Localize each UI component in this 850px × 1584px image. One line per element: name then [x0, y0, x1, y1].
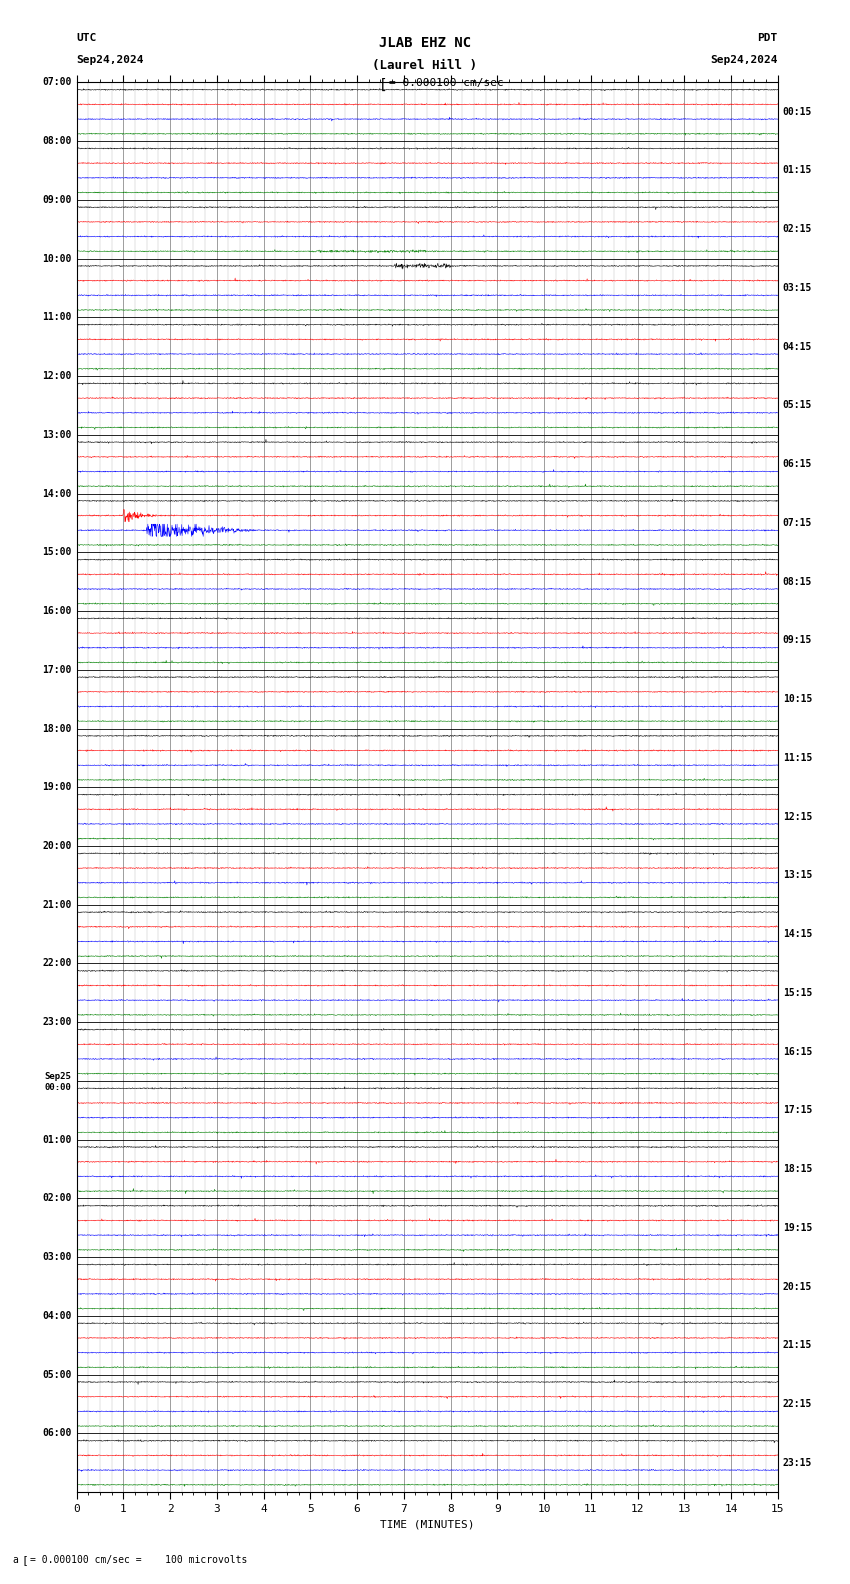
Text: 14:15: 14:15: [783, 930, 813, 939]
Text: Sep25: Sep25: [44, 1072, 71, 1080]
Text: 00:15: 00:15: [783, 106, 813, 117]
Text: 03:15: 03:15: [783, 284, 813, 293]
Text: = 0.000100 cm/sec: = 0.000100 cm/sec: [389, 78, 504, 87]
Text: 05:00: 05:00: [42, 1370, 71, 1380]
Text: 02:15: 02:15: [783, 225, 813, 234]
Text: 10:15: 10:15: [783, 694, 813, 705]
Text: 15:15: 15:15: [783, 988, 813, 998]
Text: 16:00: 16:00: [42, 607, 71, 616]
Text: 20:00: 20:00: [42, 841, 71, 851]
Text: 05:15: 05:15: [783, 401, 813, 410]
Text: 02:00: 02:00: [42, 1193, 71, 1204]
Text: 08:15: 08:15: [783, 577, 813, 586]
Text: 04:15: 04:15: [783, 342, 813, 352]
Text: 21:00: 21:00: [42, 900, 71, 909]
Text: 04:00: 04:00: [42, 1312, 71, 1321]
Text: JLAB EHZ NC: JLAB EHZ NC: [379, 36, 471, 51]
Text: [: [: [378, 78, 387, 92]
Text: 17:15: 17:15: [783, 1106, 813, 1115]
Text: 19:15: 19:15: [783, 1223, 813, 1232]
Text: 07:15: 07:15: [783, 518, 813, 527]
Text: 22:15: 22:15: [783, 1399, 813, 1410]
Text: 07:00: 07:00: [42, 78, 71, 87]
Text: 15:00: 15:00: [42, 548, 71, 558]
Text: (Laurel Hill ): (Laurel Hill ): [372, 59, 478, 71]
Text: 01:00: 01:00: [42, 1134, 71, 1145]
Text: 12:15: 12:15: [783, 811, 813, 822]
Text: 08:00: 08:00: [42, 136, 71, 146]
Text: 01:15: 01:15: [783, 165, 813, 176]
Text: = 0.000100 cm/sec =    100 microvolts: = 0.000100 cm/sec = 100 microvolts: [30, 1555, 247, 1565]
Text: a: a: [13, 1555, 19, 1565]
Text: 13:00: 13:00: [42, 429, 71, 440]
Text: 10:00: 10:00: [42, 253, 71, 263]
Text: 21:15: 21:15: [783, 1340, 813, 1350]
Text: [: [: [21, 1555, 28, 1565]
Text: 23:00: 23:00: [42, 1017, 71, 1026]
Text: Sep24,2024: Sep24,2024: [76, 55, 144, 65]
Text: 17:00: 17:00: [42, 665, 71, 675]
Text: 13:15: 13:15: [783, 870, 813, 881]
Text: 20:15: 20:15: [783, 1281, 813, 1291]
Text: 09:00: 09:00: [42, 195, 71, 204]
Text: 19:00: 19:00: [42, 782, 71, 792]
Text: Sep24,2024: Sep24,2024: [711, 55, 778, 65]
Text: PDT: PDT: [757, 33, 778, 43]
Text: 11:00: 11:00: [42, 312, 71, 322]
Text: 16:15: 16:15: [783, 1047, 813, 1057]
Text: 18:15: 18:15: [783, 1164, 813, 1174]
Text: 23:15: 23:15: [783, 1457, 813, 1468]
Text: 14:00: 14:00: [42, 488, 71, 499]
Text: 18:00: 18:00: [42, 724, 71, 733]
Text: UTC: UTC: [76, 33, 97, 43]
Text: 09:15: 09:15: [783, 635, 813, 645]
Text: 06:15: 06:15: [783, 459, 813, 469]
Text: 11:15: 11:15: [783, 752, 813, 763]
Text: 22:00: 22:00: [42, 958, 71, 968]
Text: 12:00: 12:00: [42, 371, 71, 382]
Text: 06:00: 06:00: [42, 1429, 71, 1438]
X-axis label: TIME (MINUTES): TIME (MINUTES): [380, 1519, 474, 1530]
Text: 03:00: 03:00: [42, 1253, 71, 1262]
Text: 00:00: 00:00: [44, 1083, 71, 1091]
